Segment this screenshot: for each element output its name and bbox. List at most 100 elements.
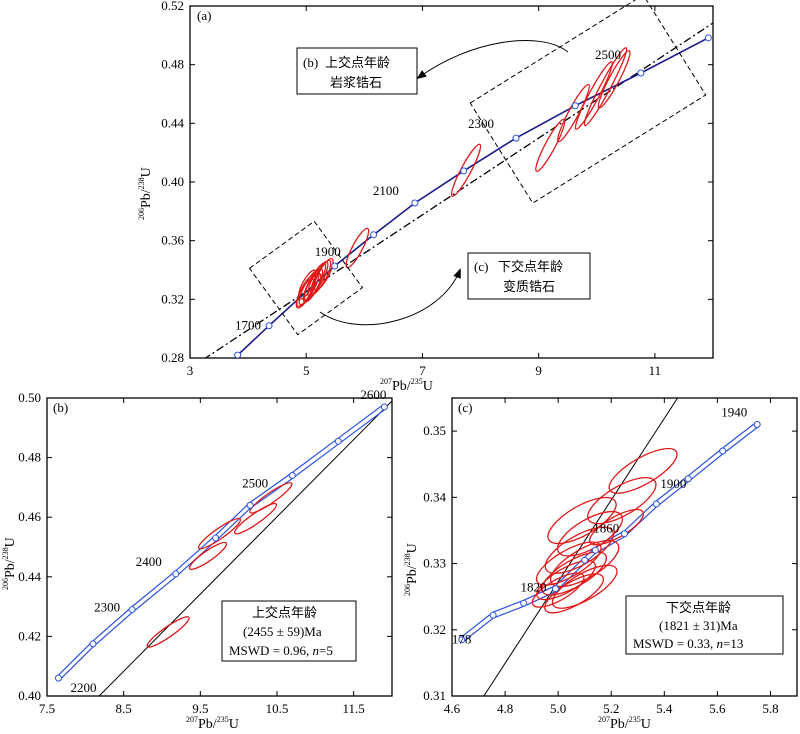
error-ellipse [233, 502, 278, 535]
error-ellipse [531, 572, 585, 608]
concordia-age-marker [512, 134, 520, 142]
panel-c-x-tick-label: 5.4 [656, 701, 673, 716]
panel-a-x-axis-label: 207Pb/235U [380, 377, 433, 394]
panel-a-x-tick-label: 5 [303, 363, 310, 378]
panel-a-y-tick-label: 0.36 [161, 233, 184, 248]
panel-a-y-tick-label: 0.44 [161, 115, 184, 130]
concordia-age-label: 1900 [315, 244, 341, 259]
error-ellipse [574, 61, 613, 130]
concordia-age-label: 2500 [242, 475, 268, 490]
error-ellipse [608, 447, 678, 494]
panel-c-x-tick-label: 5.6 [709, 701, 726, 716]
concordia-age-marker [55, 674, 62, 682]
panel-b-y-tick-label: 0.48 [18, 450, 41, 465]
panel-a-x-tick-label: 3 [187, 363, 194, 378]
concordia-age-marker [489, 611, 497, 619]
panel-c-x-axis-label: 207Pb/235U [598, 715, 651, 732]
concordia-age-label: 1700 [235, 318, 261, 333]
panel-c-y-tick-label: 0.31 [423, 688, 446, 703]
panel-a-y-tick-label: 0.52 [161, 0, 184, 13]
callout-lower-dashed-region [248, 220, 364, 336]
panel-a-plot-content: 3 5 7 9 11 0.28 0.32 0.36 0.40 0.44 0.48 0.52 1700 19… [161, 0, 713, 378]
panel-c: 4.6 4.8 5.0 5.2 5.4 5.6 5.8 0.31 0.32 0.33 0.34 0.3… [403, 397, 798, 732]
panel-b-x-tick-label: 10.5 [266, 701, 289, 716]
callout-lower-arrow [319, 268, 461, 326]
error-ellipse [297, 269, 317, 300]
panel-c-frame [451, 397, 798, 697]
concordia-age-marker [581, 556, 589, 564]
concordia-age-marker [719, 447, 727, 455]
panel-c-y-tick-label: 0.33 [423, 556, 446, 571]
concordia-curve [237, 37, 709, 356]
concordia-age-marker [458, 636, 466, 644]
error-ellipse [345, 227, 370, 269]
concordia-age-label: 178 [452, 632, 472, 647]
concordia-age-label: 1900 [660, 476, 686, 491]
error-ellipse [450, 143, 482, 197]
panel-b-x-axis-label: 207Pb/235U [186, 715, 239, 732]
panel-c-x-tick-label: 5.0 [550, 701, 566, 716]
callout-upper-line1: 上交点年龄 [325, 55, 390, 71]
error-ellipse [249, 482, 293, 514]
panel-a-y-tick-label: 0.40 [161, 174, 184, 189]
error-ellipse [197, 517, 242, 550]
concordia-age-marker [89, 640, 97, 648]
panel-b: 7.5 8.5 9.5 10.5 11.5 0.40 0.42 0.44 0.46 0.48 0.5… [1, 387, 393, 732]
error-ellipse [551, 564, 618, 609]
error-ellipse [188, 541, 228, 571]
concordia-age-label: 2300 [468, 116, 494, 131]
concordia-age-marker [591, 546, 599, 554]
panel-c-x-tick-label: 5.8 [762, 701, 778, 716]
concordia-age-marker [621, 530, 628, 538]
error-ellipse [597, 50, 631, 109]
panel-b-y-axis-label: 206Pb/238U [1, 537, 18, 590]
panel-c-y-tick-label: 0.34 [423, 489, 446, 504]
panel-b-infobox: 上交点年龄 (2455 ± 59)Ma MSWD = 0.96, n=5 [221, 600, 357, 662]
panel-b-y-tick-label: 0.46 [18, 509, 41, 524]
callout-lower-box [467, 252, 591, 300]
error-ellipse [544, 573, 604, 614]
error-ellipse [536, 560, 597, 601]
panel-c-infobox-title: 下交点年龄 [666, 600, 731, 616]
concordia-age-marker [380, 403, 388, 411]
callout-upper-line2: 岩浆锆石 [330, 76, 382, 91]
concordia-age-marker [411, 199, 419, 207]
panel-b-y-tick-label: 0.50 [18, 390, 41, 405]
panel-b-y-tick-label: 0.42 [18, 628, 41, 643]
callout-upper-arrow [416, 39, 569, 80]
panel-b-x-tick-label: 8.5 [116, 701, 132, 716]
panel-b-infobox-title: 上交点年龄 [252, 605, 317, 621]
panel-a-x-tick-label: 7 [419, 363, 426, 378]
panel-a-y-tick-label: 0.48 [161, 57, 184, 72]
callout-upper-box [296, 47, 418, 95]
concordia-age-label: 2400 [136, 554, 162, 569]
panel-c-y-tick-label: 0.35 [423, 423, 446, 438]
callout-lower-intercept: (c) 下交点年龄 变质锆石 [248, 220, 591, 336]
error-ellipse [535, 118, 566, 172]
panel-b-x-tick-label: 7.5 [39, 701, 55, 716]
concordia-age-label: 1820 [521, 580, 547, 595]
concordia-age-marker [753, 420, 761, 428]
concordia-age-label: 2600 [360, 387, 386, 402]
concordia-age-label: 1940 [721, 404, 747, 419]
panel-b-y-tick-label: 0.40 [18, 688, 41, 703]
concordia-age-marker [334, 437, 342, 445]
concordia-age-marker [684, 475, 692, 483]
panel-a-x-tick-label: 11 [649, 363, 662, 378]
concordia-age-label: 1860 [593, 520, 619, 535]
concordia-age-marker [212, 534, 220, 542]
callout-lower-line2: 变质锆石 [503, 279, 555, 295]
error-ellipse [535, 541, 602, 586]
panel-c-infobox: 下交点年龄 (1821 ± 31)Ma MSWD = 0.33, n=13 [625, 595, 784, 655]
panel-b-plot-content: 7.5 8.5 9.5 10.5 11.5 0.40 0.42 0.44 0.46 0.48 0.5… [18, 387, 392, 716]
concordia-age-marker [128, 606, 136, 614]
error-ellipse [583, 47, 628, 127]
concordia-age-marker [331, 262, 339, 270]
concordia-age-marker [288, 471, 296, 479]
panel-b-infobox-mswd: MSWD = 0.96, n=5 [229, 643, 333, 658]
panel-b-data-layer [55, 400, 392, 696]
panel-c-infobox-age: (1821 ± 31)Ma [659, 618, 738, 633]
concordia-age-marker [460, 167, 468, 175]
panel-c-y-axis-label: 206Pb/238U [403, 543, 420, 596]
panel-c-data-layer [458, 398, 761, 696]
